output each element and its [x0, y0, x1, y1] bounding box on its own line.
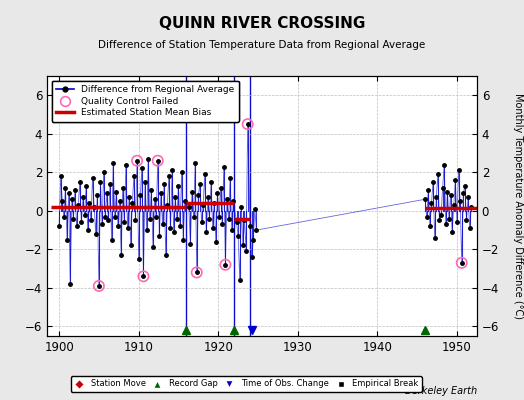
Legend: Station Move, Record Gap, Time of Obs. Change, Empirical Break: Station Move, Record Gap, Time of Obs. C… — [71, 376, 422, 392]
Point — [244, 121, 252, 127]
Point — [154, 158, 162, 164]
Point — [95, 283, 103, 289]
Text: Difference of Station Temperature Data from Regional Average: Difference of Station Temperature Data f… — [99, 40, 425, 50]
Point — [221, 262, 230, 268]
Point — [192, 269, 201, 276]
Legend: Difference from Regional Average, Quality Control Failed, Estimated Station Mean: Difference from Regional Average, Qualit… — [52, 80, 239, 122]
Point — [139, 273, 148, 280]
Point — [133, 158, 141, 164]
Text: Berkeley Earth: Berkeley Earth — [405, 386, 477, 396]
Y-axis label: Monthly Temperature Anomaly Difference (°C): Monthly Temperature Anomaly Difference (… — [513, 93, 523, 319]
Point — [457, 260, 466, 266]
Text: QUINN RIVER CROSSING: QUINN RIVER CROSSING — [159, 16, 365, 31]
